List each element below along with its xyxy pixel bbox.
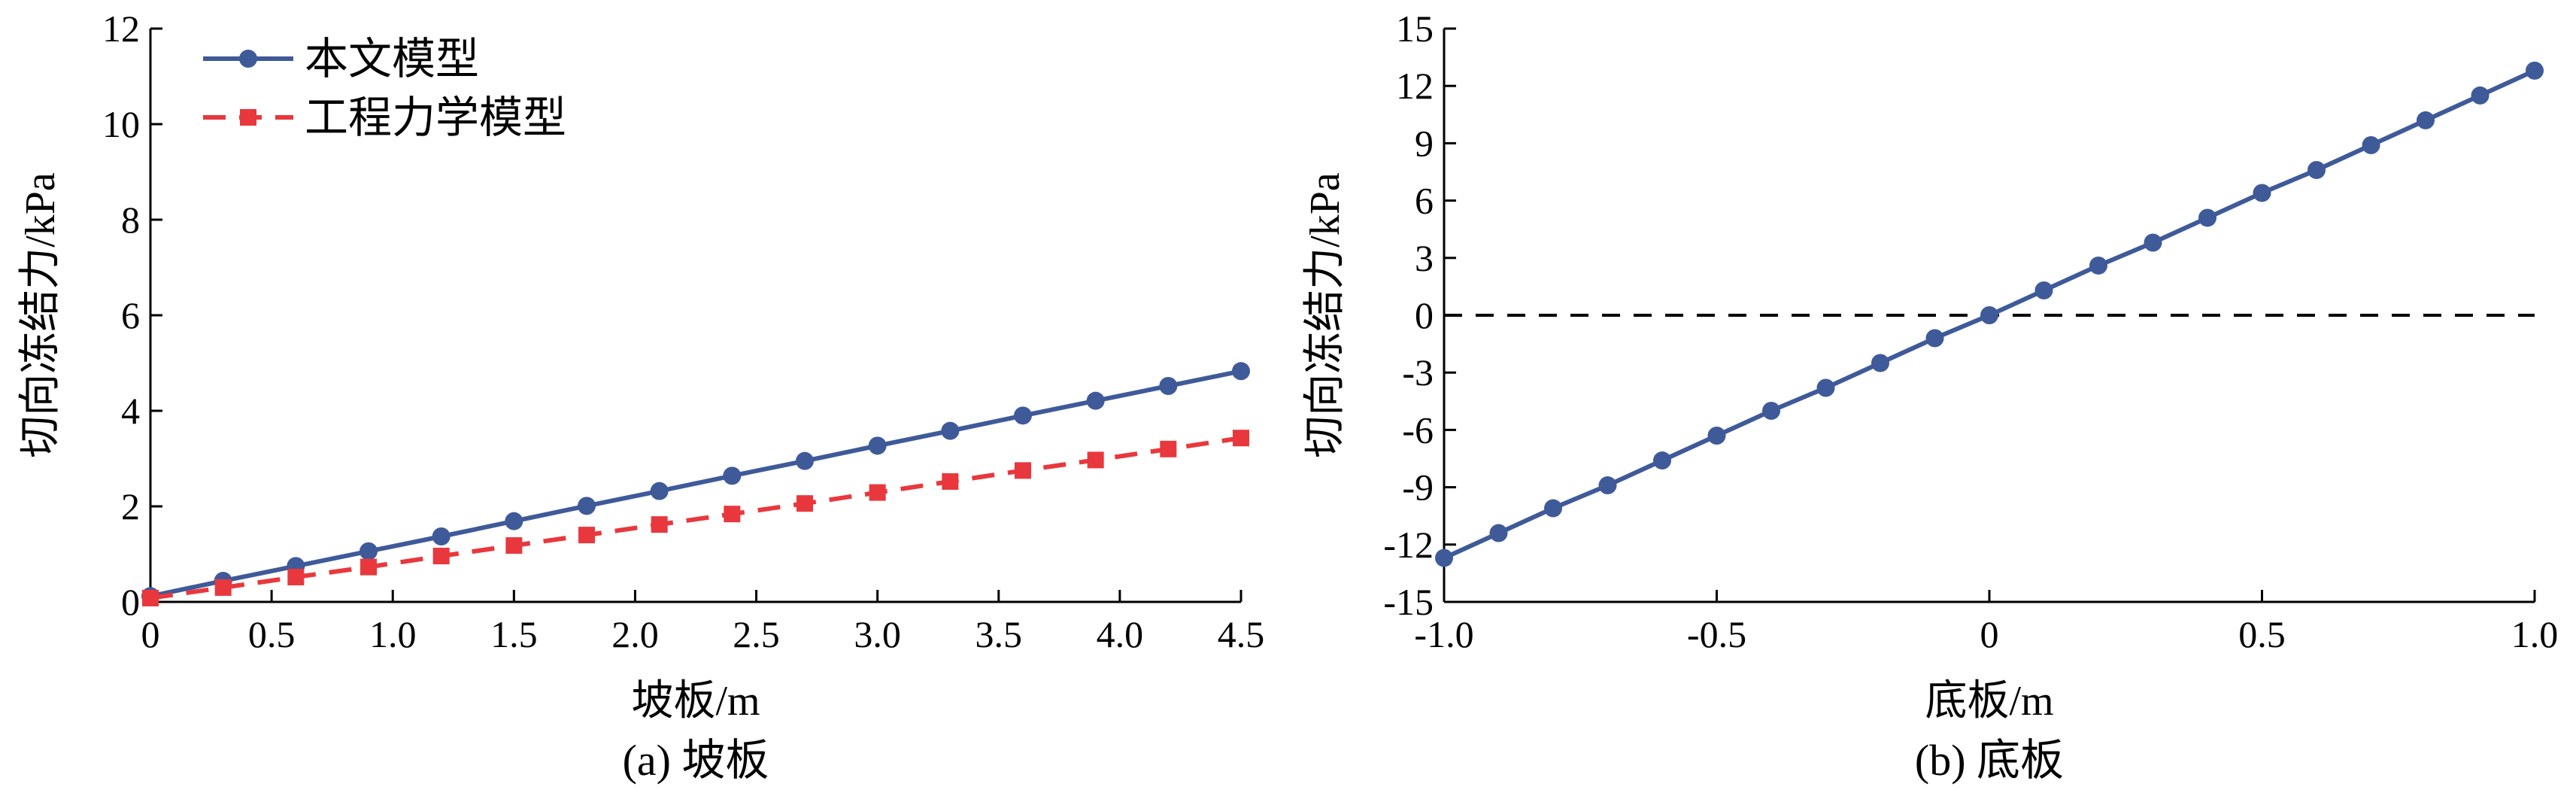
data-point-square [360, 558, 377, 576]
data-point-square [287, 568, 305, 585]
x-axis-title: 底板/m [1925, 678, 2053, 725]
x-tick-label: 1.0 [369, 613, 417, 655]
x-tick-label: 4.5 [1218, 613, 1265, 655]
data-point-circle [360, 542, 378, 561]
data-point-circle [1159, 376, 1178, 395]
data-point-circle [1014, 406, 1032, 425]
data-point-square [578, 527, 595, 544]
data-point-square [796, 495, 813, 512]
x-tick-label: 0.5 [248, 613, 296, 655]
y-tick-label: 6 [121, 294, 140, 336]
chart-panel-b: -15 -12 -9 -6 -3 0 3 6 9 12 15 -1.0 -0.5 0 0.5 1.0 底板/m 切… [1302, 8, 2558, 785]
x-tick-label: -1.0 [1414, 613, 1473, 655]
data-point-circle [1707, 427, 1726, 445]
x-tick-label: 2.0 [611, 613, 659, 655]
legend-marker-square [240, 109, 256, 126]
data-point-square [505, 537, 523, 555]
x-tick-label: 1.0 [2511, 613, 2559, 655]
data-point-circle [941, 421, 960, 440]
data-point-circle [2089, 256, 2107, 275]
data-point-circle [2417, 111, 2435, 129]
data-point-square [724, 506, 741, 523]
data-point-circle [1489, 524, 1508, 542]
data-point-circle [1925, 329, 1944, 348]
data-point-circle [796, 451, 814, 470]
data-point-square [1087, 451, 1104, 469]
y-tick-label: 12 [1396, 65, 1434, 107]
x-tick-label: 3.5 [975, 613, 1023, 655]
x-tick-label: 1.5 [490, 613, 538, 655]
chart-panel-a: 0 2 4 6 8 10 12 0 0.5 1.0 1.5 2.0 2.5 3.0 3.5 4.0 4.5 坡板/… [17, 8, 1264, 785]
x-tick-label: -0.5 [1687, 613, 1746, 655]
data-point-circle [650, 482, 669, 500]
y-tick-label: 2 [121, 485, 140, 527]
series-line-1 [150, 369, 1242, 599]
x-tick-label: 2.5 [733, 613, 780, 655]
legend-marker-circle [239, 50, 257, 68]
x-tick-label: 0.5 [2238, 613, 2286, 655]
data-point-circle [578, 497, 596, 515]
data-point-circle [2198, 208, 2216, 227]
data-point-square [651, 516, 668, 533]
data-point-circle [1762, 402, 1780, 420]
chart-caption: (b) 底板 [1915, 736, 2064, 785]
data-point-circle [1816, 378, 1835, 397]
y-axis-title: 切向冻结力/kPa [17, 172, 64, 458]
data-point-square [214, 579, 232, 596]
data-point-square [869, 484, 886, 501]
x-tick-label: 0 [141, 613, 160, 655]
series-line-2 [150, 436, 1242, 600]
y-tick-label: -12 [1383, 524, 1434, 566]
y-tick-label: 4 [121, 390, 140, 432]
y-tick-label: 15 [1396, 8, 1434, 50]
y-tick-label: 0 [121, 581, 140, 623]
y-tick-label: 9 [1415, 122, 1434, 164]
data-point-circle [432, 527, 451, 546]
y-tick-label: 8 [121, 199, 140, 241]
y-tick-label: -3 [1402, 351, 1434, 393]
data-point-circle [723, 466, 742, 485]
data-point-circle [1980, 306, 1998, 324]
y-axis-title: 切向冻结力/kPa [1302, 172, 1349, 458]
data-point-circle [2526, 61, 2544, 80]
data-point-square [942, 472, 959, 490]
data-point-circle [2307, 160, 2326, 179]
y-tick-label: -15 [1383, 581, 1434, 623]
data-point-square [432, 548, 450, 565]
data-point-circle [1544, 499, 1562, 518]
data-point-circle [1086, 391, 1105, 410]
legend-label-2: 工程力学模型 [305, 93, 566, 142]
data-point-circle [868, 436, 887, 455]
x-tick-label: 3.0 [854, 613, 901, 655]
data-point-circle [2253, 184, 2271, 202]
y-tick-label: 6 [1415, 180, 1434, 222]
data-point-circle [1435, 548, 1453, 567]
y-tick-label: -9 [1402, 466, 1434, 509]
y-tick-label: -6 [1402, 409, 1434, 451]
chart-caption: (a) 坡板 [623, 736, 769, 785]
x-tick-label: 4.0 [1097, 613, 1144, 655]
data-point-circle [1871, 354, 1889, 372]
data-point-circle [2144, 233, 2162, 252]
data-point-square [1015, 462, 1031, 479]
data-point-square [1233, 430, 1249, 447]
y-tick-label: 0 [1415, 294, 1434, 336]
y-tick-label: 12 [102, 8, 140, 50]
x-axis-title: 坡板/m [631, 678, 760, 725]
data-point-circle [1653, 451, 1671, 470]
y-tick-label: 10 [102, 103, 140, 145]
data-point-circle [2471, 86, 2490, 105]
data-point-circle [2362, 135, 2380, 154]
x-tick-label: 0 [1980, 613, 1999, 655]
data-point-circle [1232, 362, 1250, 381]
data-point-circle [2034, 281, 2053, 299]
data-point-circle [505, 512, 523, 530]
data-point-square [1160, 440, 1177, 457]
data-point-square [142, 589, 159, 606]
data-point-circle [1598, 476, 1617, 495]
legend-label-1: 本文模型 [305, 35, 479, 84]
y-tick-label: 3 [1415, 237, 1434, 279]
